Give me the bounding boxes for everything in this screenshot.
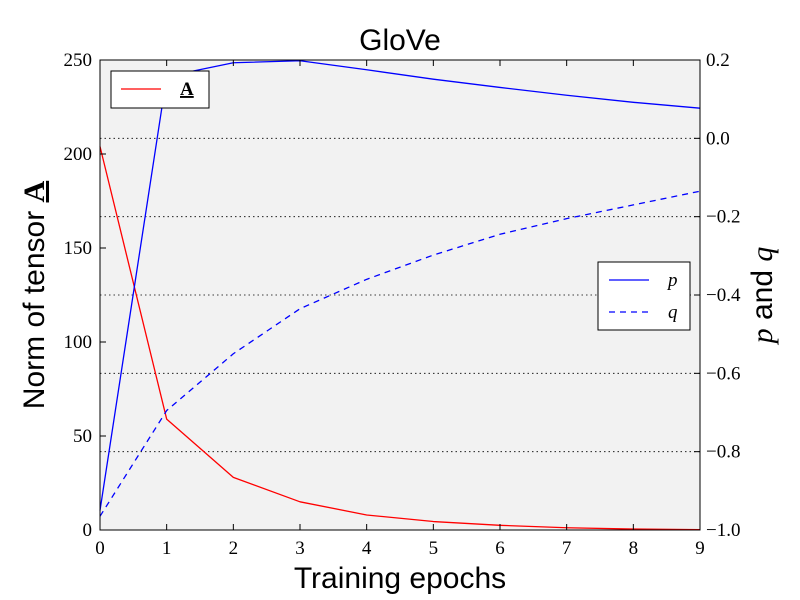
x-tick-label: 6	[495, 538, 505, 559]
series-line-p	[99, 60, 701, 511]
legend-right: p q	[597, 261, 691, 331]
chart-title: GloVe	[359, 24, 441, 57]
x-tick-label: 1	[162, 538, 172, 559]
x-tick-label: 0	[95, 538, 105, 559]
left-tick-label: 100	[64, 332, 93, 353]
right-tick-label: −0.8	[706, 442, 740, 463]
left-axis-label: Norm of tensor A	[18, 180, 51, 409]
right-axis-label-and: and	[746, 262, 779, 329]
right-tick-label: −0.4	[706, 285, 741, 306]
right-axis-label-q: q	[746, 247, 779, 262]
left-tick-label: 150	[64, 238, 93, 259]
right-tick-label: 0.2	[706, 50, 730, 71]
left-axis-label-symbol: A	[18, 180, 51, 202]
legend-right-box	[597, 261, 691, 331]
legend-left-label-a: A	[180, 79, 194, 100]
x-tick-label: 8	[629, 538, 639, 559]
left-axis-label-prefix: Norm of tensor	[18, 202, 51, 409]
right-axis-label-p: p	[746, 328, 779, 345]
svg-text:p and q: p and q	[746, 247, 779, 346]
series-line-q	[99, 190, 701, 517]
left-tick-label: 250	[64, 50, 93, 71]
series-layer	[99, 60, 701, 531]
grid	[100, 137, 700, 453]
series-line-A	[99, 146, 701, 531]
x-tick-label: 5	[429, 538, 439, 559]
right-tick-label: −0.2	[706, 207, 740, 228]
left-tick-label: 200	[64, 144, 93, 165]
x-tick-label: 4	[362, 538, 372, 559]
x-tick-label: 2	[229, 538, 239, 559]
right-axis-label: p and q	[746, 247, 779, 346]
x-tick-label: 9	[695, 538, 705, 559]
left-tick-label: 50	[73, 426, 92, 447]
legend-left: A	[110, 70, 210, 109]
legend-right-label-q: q	[668, 302, 678, 323]
legend-right-label-p: p	[666, 270, 678, 291]
x-tick-label: 3	[295, 538, 305, 559]
svg-text:Norm of tensor A: Norm of tensor A	[18, 180, 51, 409]
x-axis-label: Training epochs	[294, 562, 506, 595]
x-tick-label: 7	[562, 538, 572, 559]
right-tick-label: −0.6	[706, 363, 740, 384]
left-tick-label: 0	[83, 520, 93, 541]
right-tick-label: 0.0	[706, 128, 730, 149]
ticks-layer: −1.0−0.8−0.6−0.4−0.20.00.205010015020025…	[64, 50, 741, 559]
right-tick-label: −1.0	[706, 520, 740, 541]
